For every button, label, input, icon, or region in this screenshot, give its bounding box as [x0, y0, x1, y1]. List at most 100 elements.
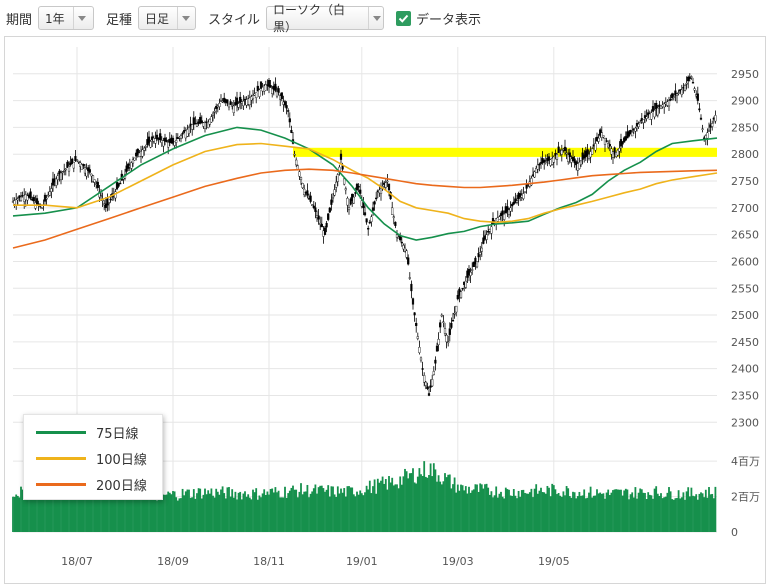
candle-body — [58, 170, 61, 175]
candle-body — [239, 96, 242, 103]
volume-bar — [568, 496, 571, 532]
candle-body — [437, 338, 440, 345]
volume-bar — [704, 489, 707, 532]
volume-bar — [354, 496, 357, 532]
volume-bar — [58, 492, 61, 532]
candle-body — [687, 76, 690, 82]
volume-bar — [682, 492, 685, 532]
volume-bar — [421, 475, 424, 532]
price-tick-label: 2400 — [731, 363, 759, 376]
candle-body — [88, 169, 91, 173]
volume-bar — [557, 492, 560, 532]
volume-bar — [444, 473, 446, 532]
volume-bar — [40, 498, 43, 532]
candle-body — [162, 140, 165, 147]
volume-bar — [644, 492, 646, 532]
candle-body — [373, 201, 376, 205]
volume-bar — [20, 486, 22, 532]
candle-body — [285, 105, 288, 109]
candle-body — [451, 320, 455, 322]
price-tick-label: 2300 — [731, 416, 759, 429]
candle-body — [490, 226, 493, 234]
candle-body — [594, 143, 597, 151]
candle-body — [277, 88, 280, 93]
bar-type-select[interactable]: 日足 — [138, 6, 197, 30]
period-select[interactable]: 1年 — [38, 6, 95, 30]
volume-bar — [656, 493, 659, 532]
candle-body — [683, 85, 687, 91]
candle-body — [271, 88, 274, 94]
data-display-toggle[interactable]: データ表示 — [396, 9, 481, 28]
candle-body — [415, 323, 418, 326]
volume-bar — [519, 496, 522, 532]
candle-body — [533, 171, 536, 178]
candle-body — [455, 305, 458, 313]
volume-bar — [700, 492, 702, 532]
price-tick-label: 2800 — [731, 148, 759, 161]
volume-bar — [373, 479, 376, 532]
volume-bar — [397, 488, 400, 532]
volume-bar — [357, 494, 360, 532]
candle-body — [165, 139, 168, 142]
volume-bar — [669, 491, 672, 532]
candle-body — [226, 99, 229, 104]
candle-body — [72, 162, 75, 169]
candle-body — [634, 127, 637, 132]
candle-body — [336, 174, 339, 182]
candle-body — [464, 280, 467, 288]
volume-bar — [679, 498, 682, 532]
volume-bar — [621, 495, 624, 532]
volume-bar — [360, 493, 363, 532]
volume-bar — [68, 499, 70, 532]
volume-bar — [687, 487, 690, 532]
candle-body — [445, 334, 448, 343]
candle-body — [431, 379, 434, 387]
volume-bar — [292, 485, 294, 532]
candle-body — [400, 241, 403, 244]
volume-bar — [592, 495, 595, 532]
ma200-line — [12, 168, 718, 249]
volume-bar — [45, 487, 48, 532]
volume-bar — [23, 485, 26, 532]
volume-bar — [324, 491, 326, 532]
candle-body — [498, 216, 501, 220]
style-value: ローソク（白黒） — [273, 3, 346, 34]
candle-body — [181, 132, 184, 135]
volume-bar — [533, 488, 536, 532]
candle-body — [672, 96, 675, 98]
volume-bar — [527, 493, 530, 532]
volume-bar — [84, 495, 86, 532]
volume-bar — [338, 493, 341, 532]
candle-body — [680, 89, 683, 95]
volume-bar — [151, 490, 154, 532]
style-select[interactable]: ローソク（白黒） — [266, 3, 385, 34]
candle-body — [335, 181, 338, 188]
volume-bar — [173, 491, 176, 532]
volume-bar — [180, 498, 182, 532]
candle-body — [194, 123, 197, 125]
candle-body — [211, 113, 215, 116]
volume-bar — [280, 497, 283, 532]
volume-bar — [501, 496, 504, 532]
candle-body — [40, 207, 43, 210]
volume-bar — [661, 498, 664, 532]
volume-bar — [157, 492, 160, 532]
candle-body — [215, 106, 218, 109]
candle-body — [352, 196, 355, 204]
candle-body — [507, 209, 511, 215]
volume-bar — [212, 495, 214, 532]
checkbox-icon[interactable] — [396, 10, 412, 26]
volume-bar — [709, 494, 712, 532]
volume-bar — [605, 492, 608, 532]
candle-body — [207, 121, 210, 128]
volume-bar — [303, 491, 306, 532]
chevron-down-icon — [72, 7, 89, 29]
volume-bar — [482, 488, 485, 532]
volume-bar — [628, 499, 630, 532]
candle-body — [669, 99, 672, 101]
price-tick-label: 2700 — [731, 202, 759, 215]
candle-body — [379, 187, 383, 194]
volume-bar — [234, 491, 237, 532]
volume-bar — [620, 489, 622, 532]
volume-bar — [44, 491, 46, 532]
